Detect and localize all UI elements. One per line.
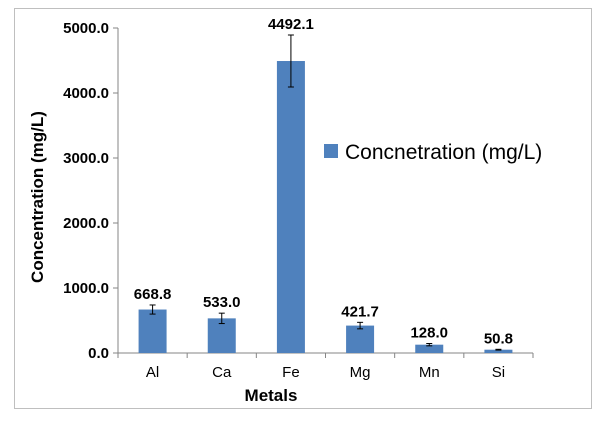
labels: 668.8 Al 533.0 Ca 4492.1 Fe 421.7 Mg 128.0 Mn 50.8… <box>134 16 513 381</box>
data-label: 421.7 <box>341 303 379 320</box>
y-tick-label: 1000.0 <box>63 280 109 297</box>
y-tick-label: 5000.0 <box>63 20 109 37</box>
chart-frame: 0.0 1000.0 2000.0 3000.0 4000.0 5000.0 668.8 A… <box>14 8 592 409</box>
bars <box>138 34 513 354</box>
y-axis-title: Concentration (mg/L) <box>28 111 47 283</box>
data-label: 668.8 <box>134 286 172 303</box>
x-tick-label: Si <box>492 364 505 381</box>
bar-si <box>484 349 513 353</box>
data-label: 533.0 <box>203 294 241 311</box>
data-label: 50.8 <box>484 330 513 347</box>
legend: Concnetration (mg/L) <box>324 141 542 164</box>
bar-mn <box>415 344 444 353</box>
data-label: 128.0 <box>410 325 448 342</box>
x-tick-label: Ca <box>212 364 232 381</box>
y-tick-label: 4000.0 <box>63 85 109 102</box>
y-tick-label: 2000.0 <box>63 215 109 232</box>
legend-swatch <box>324 144 338 158</box>
x-tick-label: Fe <box>282 364 300 381</box>
bar-mg <box>346 325 375 353</box>
bar-chart: 0.0 1000.0 2000.0 3000.0 4000.0 5000.0 668.8 A… <box>28 16 542 405</box>
axes: 0.0 1000.0 2000.0 3000.0 4000.0 5000.0 <box>63 20 534 362</box>
x-tick-label: Al <box>146 364 159 381</box>
bar-ca <box>207 318 236 353</box>
data-label: 4492.1 <box>268 16 314 33</box>
x-tick-label: Mg <box>350 364 371 381</box>
y-tick-label: 0.0 <box>88 345 109 362</box>
bar-al <box>138 309 167 353</box>
x-tick-label: Mn <box>419 364 440 381</box>
x-axis-title: Metals <box>245 386 298 405</box>
bar-fe <box>276 61 305 354</box>
legend-label: Concnetration (mg/L) <box>345 141 542 164</box>
y-tick-label: 3000.0 <box>63 150 109 167</box>
